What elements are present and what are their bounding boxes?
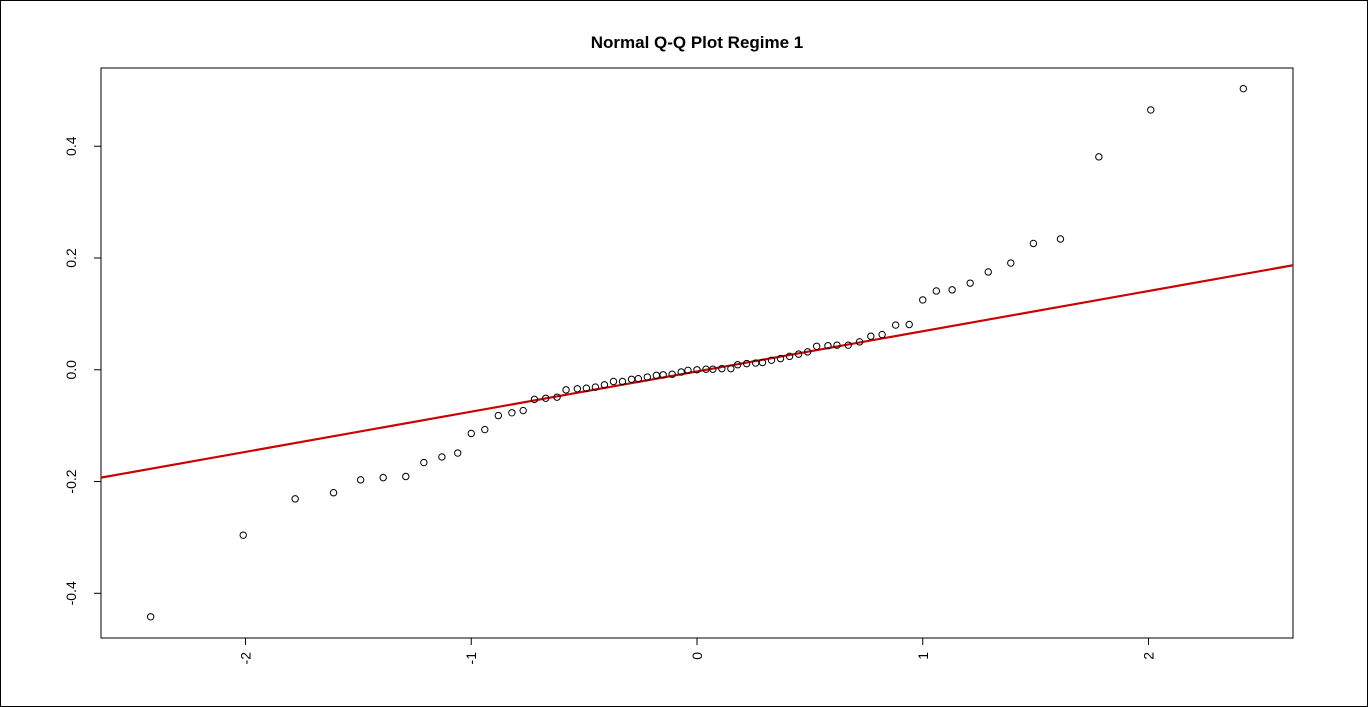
data-point xyxy=(582,384,591,392)
data-point xyxy=(553,393,561,401)
data-point xyxy=(618,377,627,386)
data-point xyxy=(758,358,767,367)
y-tick-label: -0.4 xyxy=(63,581,79,605)
data-point xyxy=(1007,259,1015,267)
data-point xyxy=(767,356,776,364)
data-point xyxy=(146,613,155,621)
data-point xyxy=(600,381,609,389)
data-point xyxy=(634,375,643,383)
data-point xyxy=(824,342,832,350)
x-tick-label: -2 xyxy=(237,652,253,665)
data-point xyxy=(1029,239,1038,248)
data-point xyxy=(438,453,446,461)
data-point xyxy=(948,286,956,294)
x-tick-label: 1 xyxy=(915,652,931,660)
data-point xyxy=(494,411,503,420)
data-point xyxy=(733,361,742,369)
data-point xyxy=(984,268,992,276)
data-point xyxy=(481,425,489,434)
data-point xyxy=(785,352,794,361)
reference-line-layer xyxy=(100,264,1294,479)
data-point xyxy=(668,370,676,378)
y-tick-label: 0.0 xyxy=(63,360,79,380)
data-point xyxy=(776,354,785,363)
data-point xyxy=(812,342,821,350)
data-point xyxy=(562,386,570,394)
data-point xyxy=(402,472,410,481)
data-point xyxy=(291,495,299,503)
data-point xyxy=(1239,84,1248,93)
x-tick-label: 2 xyxy=(1141,652,1157,660)
data-point xyxy=(542,394,550,402)
data-point xyxy=(659,371,667,379)
data-point xyxy=(742,359,751,368)
data-point xyxy=(420,458,428,467)
data-point xyxy=(573,385,582,393)
data-point xyxy=(530,395,539,404)
data-point xyxy=(239,531,247,539)
chart-title: Normal Q-Q Plot Regime 1 xyxy=(591,33,804,52)
data-point xyxy=(379,473,387,482)
data-point xyxy=(329,489,338,497)
data-point xyxy=(867,332,875,340)
data-point xyxy=(803,348,812,356)
plot-area-border xyxy=(100,67,1294,639)
qq-reference-line xyxy=(100,264,1294,479)
data-point xyxy=(467,429,475,438)
data-point xyxy=(1056,235,1065,243)
data-point xyxy=(833,341,841,349)
data-point xyxy=(794,350,803,358)
data-point xyxy=(905,320,913,329)
data-point xyxy=(718,364,726,373)
points-layer xyxy=(146,84,1248,621)
data-point xyxy=(693,366,701,374)
data-point xyxy=(519,406,527,415)
data-point xyxy=(1147,106,1155,114)
data-point xyxy=(453,449,462,457)
data-point xyxy=(627,375,636,383)
data-point xyxy=(609,377,618,386)
data-point xyxy=(966,279,974,287)
data-point xyxy=(709,365,717,373)
x-tick-label: -1 xyxy=(463,652,479,665)
data-point xyxy=(932,287,941,295)
data-point xyxy=(591,383,600,391)
data-point xyxy=(727,364,735,373)
data-point xyxy=(855,338,864,346)
data-point xyxy=(508,409,516,417)
data-point xyxy=(684,366,692,375)
data-point xyxy=(878,330,886,339)
y-tick-label: 0.2 xyxy=(63,248,79,268)
axes-layer: -2 -1 0 1 2 -0.4 -0.2 0.0 0.2 0.4 xyxy=(63,67,1294,665)
data-point xyxy=(844,341,852,349)
data-point xyxy=(643,373,652,381)
y-tick-label: -0.2 xyxy=(63,469,79,493)
data-point xyxy=(919,296,927,304)
data-point xyxy=(356,476,365,484)
x-tick-label: 0 xyxy=(689,652,705,660)
data-point xyxy=(891,321,900,329)
data-point xyxy=(1095,153,1103,161)
data-point xyxy=(677,368,685,376)
y-tick-label: 0.4 xyxy=(63,136,79,156)
